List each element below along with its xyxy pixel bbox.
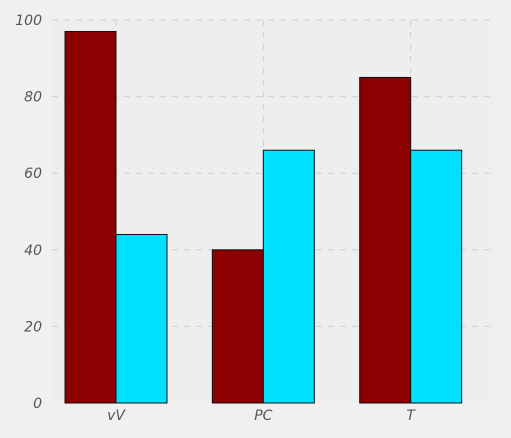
x-tick-label: vV <box>107 408 126 424</box>
x-tick-label: T <box>406 408 416 424</box>
y-tick-labels: 0 20 40 60 80 100 <box>15 13 42 412</box>
x-tick-label: PC <box>254 408 272 424</box>
bar-pc-series-2 <box>262 149 315 404</box>
x-tick-labels: vV PC T <box>107 408 416 424</box>
y-tick-label: 20 <box>24 319 42 335</box>
y-tick-label: 100 <box>15 13 42 29</box>
bar-t-series-1 <box>359 76 412 404</box>
y-tick-label: 0 <box>33 396 42 412</box>
bar-vv-series-1 <box>64 30 117 404</box>
y-tick-label: 40 <box>24 243 42 259</box>
bars <box>64 30 463 404</box>
bar-vv-series-2 <box>115 233 168 404</box>
bar-t-series-2 <box>410 149 463 404</box>
bar-pc-series-1 <box>211 249 264 404</box>
y-tick-label: 60 <box>24 166 42 182</box>
y-tick-label: 80 <box>24 90 42 106</box>
